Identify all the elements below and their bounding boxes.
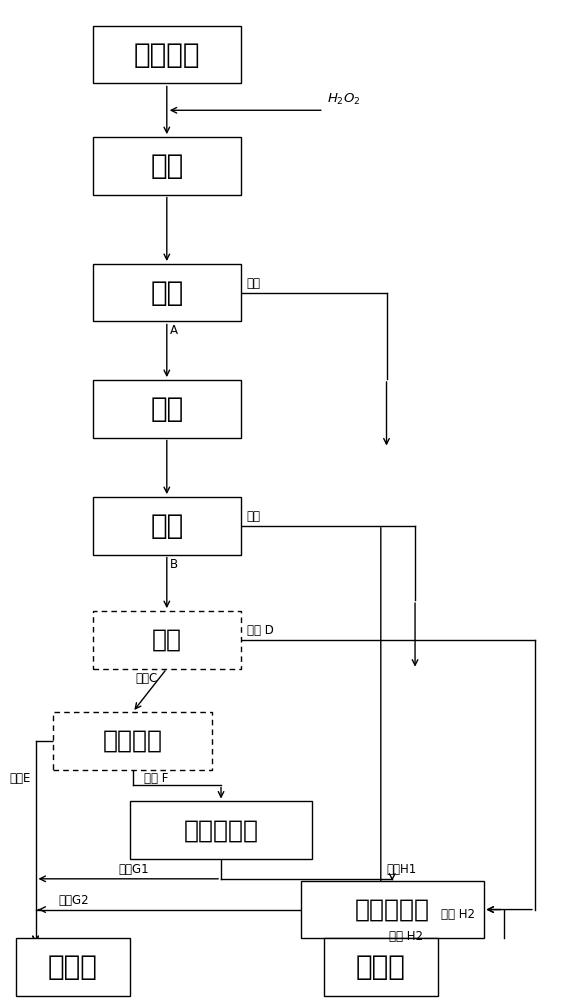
Text: $H_2O_2$: $H_2O_2$: [327, 92, 360, 107]
Text: 精矿G1: 精矿G1: [118, 863, 149, 876]
Text: 溢流 D: 溢流 D: [247, 624, 273, 637]
FancyBboxPatch shape: [93, 497, 241, 555]
Text: 过滤: 过滤: [150, 279, 184, 307]
FancyBboxPatch shape: [53, 712, 212, 770]
Text: 滤液: 滤液: [247, 510, 261, 523]
FancyBboxPatch shape: [93, 26, 241, 83]
Text: 精矿E: 精矿E: [10, 772, 31, 785]
FancyBboxPatch shape: [93, 264, 241, 321]
Text: 尾矿H1: 尾矿H1: [387, 863, 417, 876]
FancyBboxPatch shape: [93, 137, 241, 195]
Text: 硷浸: 硷浸: [150, 152, 184, 180]
Text: 酸洗: 酸洗: [150, 395, 184, 423]
FancyBboxPatch shape: [93, 380, 241, 438]
Text: 尾矿 F: 尾矿 F: [144, 772, 168, 785]
FancyBboxPatch shape: [16, 938, 130, 996]
Text: A: A: [170, 324, 178, 337]
Text: 钓铁精矿: 钓铁精矿: [134, 41, 200, 69]
Text: 筒式磁选机: 筒式磁选机: [184, 818, 258, 842]
Text: 钓精矿: 钓精矿: [356, 953, 406, 981]
FancyBboxPatch shape: [301, 881, 483, 938]
Text: 尾矿 H2: 尾矿 H2: [389, 930, 423, 943]
Text: 过滤: 过滤: [150, 512, 184, 540]
Text: B: B: [170, 558, 178, 571]
Text: 精矿G2: 精矿G2: [58, 894, 89, 907]
FancyBboxPatch shape: [130, 801, 312, 859]
Text: 沉砂C: 沉砂C: [135, 672, 157, 685]
FancyBboxPatch shape: [93, 611, 241, 669]
Text: 磁力脱水槽: 磁力脱水槽: [355, 898, 430, 922]
Text: 脱泥: 脱泥: [152, 628, 182, 652]
Text: 铁精矿: 铁精矿: [47, 953, 98, 981]
Text: 尾矿 H2: 尾矿 H2: [441, 908, 475, 921]
Text: 滤液: 滤液: [247, 277, 261, 290]
Text: 螺旋溜槽: 螺旋溜槽: [102, 729, 163, 753]
FancyBboxPatch shape: [324, 938, 438, 996]
